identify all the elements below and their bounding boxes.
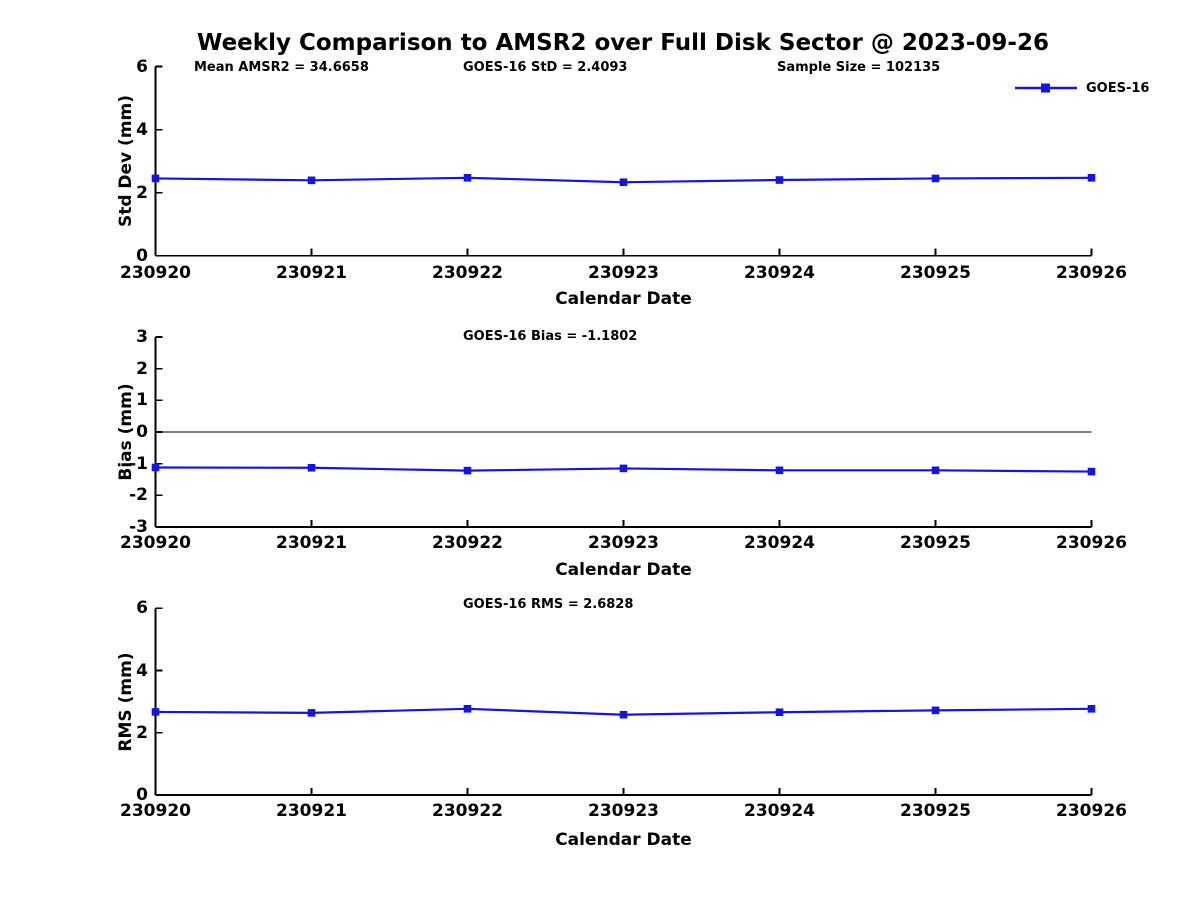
x-tick-label: 230923	[588, 801, 659, 821]
annotation-goes16-rms: GOES-16 RMS = 2.6828	[463, 597, 634, 612]
data-point-marker	[463, 705, 472, 713]
x-tick-label: 230921	[276, 263, 347, 283]
x-axis-label-bottom: Calendar Date	[555, 830, 692, 850]
data-point-marker	[775, 708, 784, 717]
x-tick-label: 230924	[744, 533, 815, 553]
y-tick-label: 4	[136, 119, 148, 140]
data-point-marker	[1087, 174, 1096, 182]
y-tick-label: 4	[136, 660, 148, 681]
x-tick-label: 230920	[120, 533, 191, 553]
annotation-mean-amsr2: Mean AMSR2 = 34.6658	[194, 60, 369, 75]
y-tick-label: 6	[136, 56, 148, 77]
x-tick-label: 230922	[432, 263, 503, 283]
y-tick-label: -2	[129, 485, 148, 506]
x-tick-label: 230921	[276, 801, 347, 821]
annotation-sample-size: Sample Size = 102135	[777, 60, 941, 75]
x-axis-label-middle: Calendar Date	[555, 560, 692, 580]
data-point-marker	[151, 463, 160, 472]
data-point-marker	[463, 174, 472, 182]
y-tick-label: 6	[136, 598, 148, 619]
x-tick-label: 230925	[900, 533, 971, 553]
data-point-marker	[619, 464, 628, 473]
x-tick-label: 230920	[120, 801, 191, 821]
data-point-marker	[931, 466, 940, 475]
x-tick-label: 230925	[900, 801, 971, 821]
y-tick-label: 2	[136, 722, 148, 743]
x-tick-label: 230923	[588, 263, 659, 283]
annotation-goes16-bias: GOES-16 Bias = -1.1802	[463, 329, 638, 344]
x-tick-label: 230922	[432, 801, 503, 821]
x-axis-label-top: Calendar Date	[555, 289, 692, 309]
x-tick-label: 230924	[744, 801, 815, 821]
data-point-marker	[307, 463, 316, 472]
x-tick-label: 230926	[1056, 801, 1127, 821]
y-tick-label: 3	[136, 327, 148, 347]
annotation-goes16-std: GOES-16 StD = 2.4093	[463, 60, 628, 75]
x-tick-label: 230920	[120, 263, 191, 283]
data-point-marker	[1087, 467, 1096, 476]
y-tick-label: -1	[129, 453, 148, 474]
data-point-marker	[775, 466, 784, 475]
legend: GOES-16	[1014, 80, 1149, 96]
y-tick-label: 0	[136, 422, 148, 442]
data-point-marker	[463, 466, 472, 475]
data-point-marker	[931, 174, 940, 183]
data-point-marker	[931, 706, 940, 715]
y-tick-label: 1	[136, 390, 148, 411]
data-point-marker	[619, 710, 628, 719]
legend-line-icon	[1015, 83, 1077, 93]
data-point-marker	[307, 709, 316, 717]
data-point-marker	[619, 178, 628, 187]
y-tick-label: 0	[136, 245, 148, 266]
y-tick-label: 2	[136, 358, 148, 379]
legend-label: GOES-16	[1086, 80, 1150, 96]
data-point-marker	[1087, 705, 1096, 713]
x-tick-label: 230925	[900, 263, 971, 283]
figure-title: Weekly Comparison to AMSR2 over Full Dis…	[197, 30, 1049, 56]
x-tick-label: 230923	[588, 533, 659, 553]
data-point-marker	[307, 176, 316, 185]
data-point-marker	[151, 708, 160, 716]
y-tick-label: 2	[136, 182, 148, 203]
x-tick-label: 230924	[744, 263, 815, 283]
x-tick-label: 230921	[276, 533, 347, 553]
x-tick-label: 230926	[1056, 263, 1127, 283]
x-tick-label: 230926	[1056, 533, 1127, 553]
data-point-marker	[151, 174, 160, 183]
data-point-marker	[775, 176, 784, 184]
y-tick-label: 0	[136, 785, 148, 805]
y-tick-label: -3	[129, 517, 148, 537]
x-tick-label: 230922	[432, 533, 503, 553]
